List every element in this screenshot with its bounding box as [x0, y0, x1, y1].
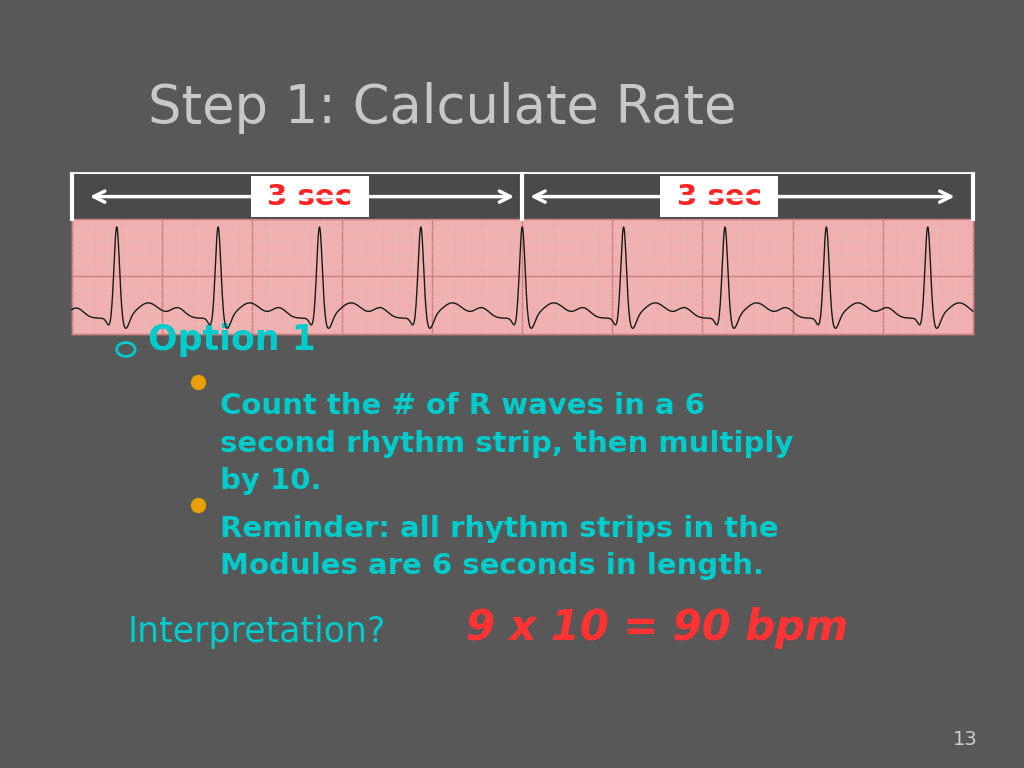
Bar: [72, 174, 973, 219]
Text: Option 1: Option 1: [148, 323, 316, 357]
Text: Step 1: Calculate Rate: Step 1: Calculate Rate: [148, 82, 737, 134]
Bar: [251, 176, 369, 217]
Text: 13: 13: [953, 730, 978, 749]
Bar: [72, 219, 973, 334]
Bar: [660, 176, 778, 217]
Text: Interpretation?: Interpretation?: [128, 615, 386, 649]
Text: Reminder: all rhythm strips in the
Modules are 6 seconds in length.: Reminder: all rhythm strips in the Modul…: [220, 515, 779, 581]
Text: Count the # of R waves in a 6
second rhythm strip, then multiply
by 10.: Count the # of R waves in a 6 second rhy…: [220, 392, 794, 495]
Text: 3 sec: 3 sec: [677, 183, 762, 210]
Text: 9 x 10 = 90 bpm: 9 x 10 = 90 bpm: [466, 607, 848, 649]
Text: 3 sec: 3 sec: [267, 183, 352, 210]
